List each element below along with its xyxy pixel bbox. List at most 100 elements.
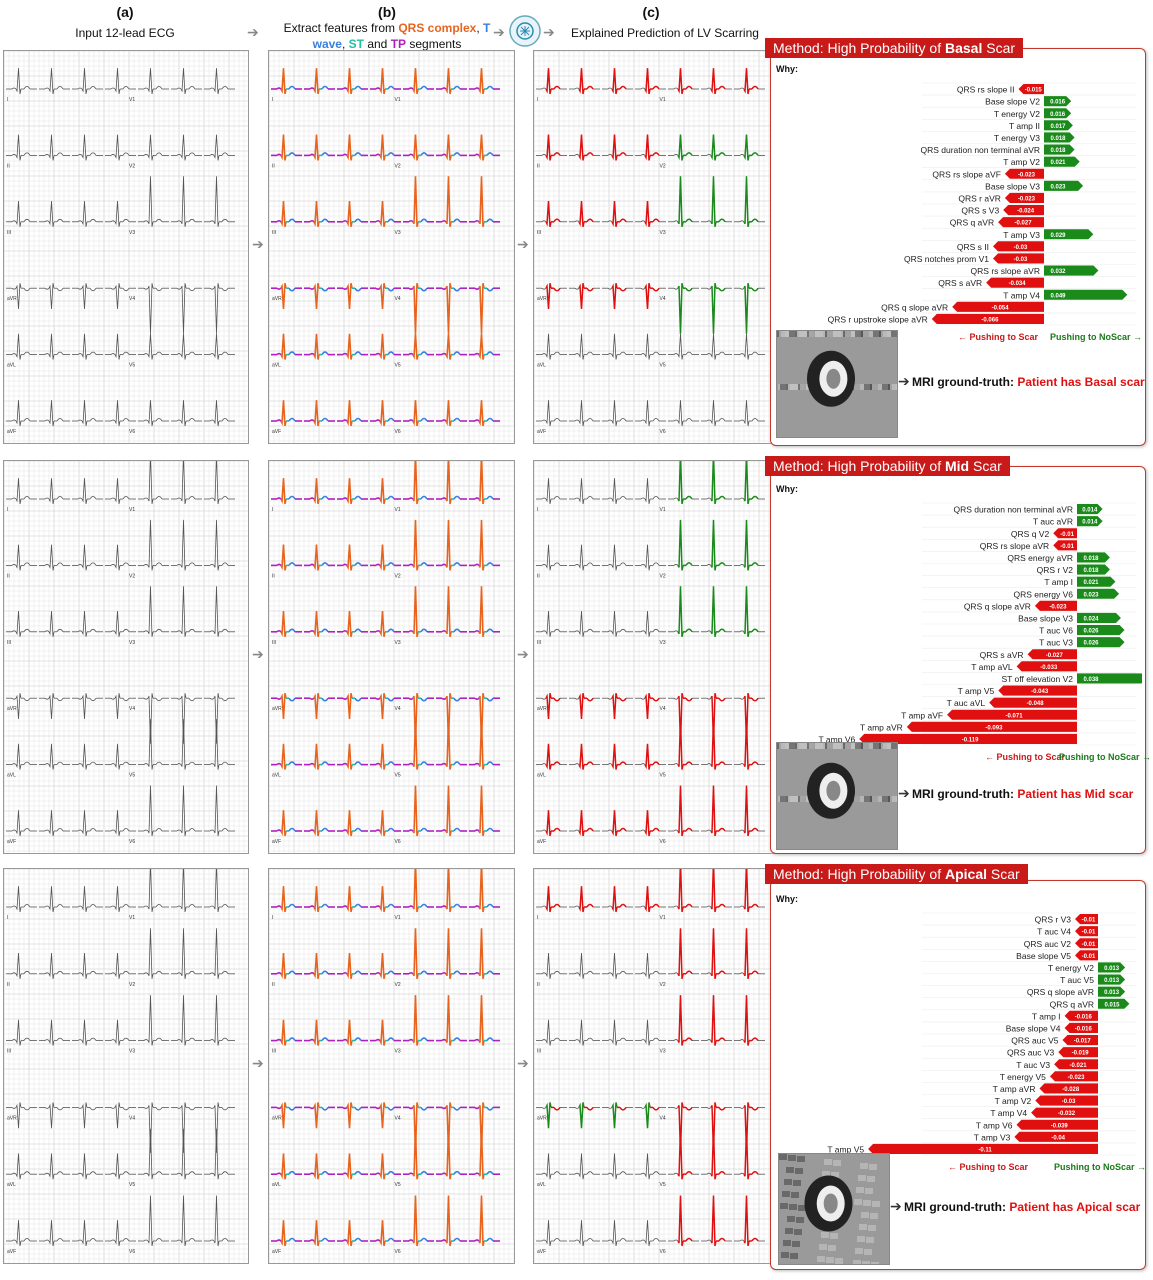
ecg-trace: [379, 693, 386, 720]
bar-value-label: 0.018: [1083, 556, 1099, 562]
ecg-trace: [48, 134, 55, 161]
ecg-trace: [541, 972, 547, 975]
ecg-trace: [586, 418, 594, 422]
ecg-trace: [48, 1102, 55, 1129]
explanation-title: Method: High Probability of Mid Scar: [765, 456, 1010, 476]
ecg-trace: [56, 351, 64, 355]
ecg-trace: [11, 497, 17, 500]
ecg-trace: [180, 333, 187, 360]
ecg-trace: [474, 497, 480, 500]
ecg-trace: [553, 903, 561, 908]
ecg-trace: [685, 1037, 693, 1042]
ecg-trace: [155, 1238, 163, 1242]
ecg-trace: [110, 630, 116, 633]
ecg-trace: [718, 418, 726, 422]
header-b-label: (b): [378, 4, 396, 20]
ecg-trace: [321, 903, 329, 908]
ecg-trace: [420, 1037, 428, 1042]
ecg-trace: [209, 419, 215, 422]
feature-label: QRS s V3: [961, 206, 999, 216]
ecg-trace: [209, 154, 215, 156]
ecg-trace: [313, 886, 320, 913]
contribution-bar: [1077, 637, 1125, 648]
feature-label: QRS q slope aVR: [1027, 987, 1094, 997]
bar-value-label: 0.018: [1050, 148, 1066, 154]
ecg-trace: [221, 1037, 229, 1041]
contribution-bar: [1004, 168, 1044, 179]
contribution-bar: [993, 253, 1044, 264]
ecg-trace: [739, 353, 745, 355]
ecg-trace: [276, 972, 282, 975]
ecg-trace: [110, 1039, 116, 1041]
ecg-trace: [44, 1107, 50, 1109]
ecg-trace: [652, 970, 660, 975]
ecg-trace: [180, 519, 187, 571]
ecg-trace: [56, 1238, 64, 1242]
ecg-trace: [751, 628, 759, 633]
ecg-trace: [122, 904, 130, 908]
ecg-trace: [23, 562, 31, 566]
ecg-trace: [276, 87, 282, 90]
ecg-trace: [309, 220, 315, 223]
ecg-trace: [143, 87, 149, 90]
ecg-trace: [89, 86, 97, 90]
feature-label: T amp V6: [976, 1120, 1013, 1130]
lead-label: aVL: [7, 363, 16, 369]
lead-label: V5: [129, 773, 135, 779]
ecg-trace: [77, 763, 83, 765]
ecg-trace: [420, 970, 428, 975]
arrow-icon: ➔: [493, 24, 505, 40]
ecg-trace: [718, 1237, 726, 1242]
ecg-trace: [586, 1106, 594, 1111]
ecg-trace: [114, 68, 121, 95]
lead-label: II: [7, 573, 10, 579]
ecg-trace: [453, 1170, 461, 1175]
lead-label: I: [7, 915, 8, 921]
ecg-features-panel: I V1 II V2 III V3 aVR V4 aVL V5 aVF V6: [268, 868, 515, 1264]
ecg-trace: [486, 152, 494, 156]
lead-label: V2: [660, 982, 666, 988]
lead-label: V4: [395, 1115, 401, 1121]
ecg-trace: [209, 972, 215, 975]
ecg-trace: [677, 1128, 684, 1180]
ecg-trace: [706, 220, 712, 223]
ecg-trace: [114, 952, 121, 979]
contribution-bar: [1077, 673, 1142, 684]
ecg-trace: [673, 1239, 679, 1242]
ecg-trace: [578, 693, 585, 720]
ecg-trace: [607, 154, 613, 156]
ecg-trace: [77, 972, 83, 975]
ecg-trace: [652, 152, 660, 156]
ecg-trace: [739, 564, 745, 566]
ecg-trace: [586, 628, 594, 633]
ecg-trace: [147, 1102, 154, 1153]
ecg-trace: [209, 564, 215, 566]
lead-label: I: [272, 915, 273, 921]
ecg-trace: [611, 544, 618, 571]
ecg-trace: [180, 785, 187, 837]
ecg-trace: [441, 352, 447, 356]
ecg-trace: [553, 152, 561, 156]
ecg-trace: [15, 886, 22, 913]
ecg-trace: [586, 351, 594, 355]
ecg-trace: [478, 134, 485, 161]
contribution-bar: [947, 709, 1077, 720]
ecg-trace: [15, 283, 22, 310]
ecg-trace: [486, 628, 494, 633]
ecg-trace: [114, 544, 121, 571]
feature-label: QRS r V2: [1037, 565, 1074, 575]
ecg-trace: [276, 1239, 282, 1242]
ecg-trace: [644, 886, 651, 913]
ecg-trace: [611, 1220, 618, 1247]
ecg-trace: [288, 827, 296, 832]
ecg-trace: [375, 1038, 381, 1042]
ecg-trace: [143, 763, 149, 765]
ecg-trace: [309, 972, 315, 975]
ecg-trace: [706, 697, 712, 700]
lead-label: V6: [660, 429, 666, 435]
ecg-trace: [180, 1195, 187, 1247]
feature-label: QRS rs slope aVF: [932, 169, 1001, 179]
bar-value-label: 0.016: [1050, 100, 1066, 106]
bar-value-label: -0.048: [1027, 701, 1045, 707]
lead-label: V1: [395, 97, 401, 103]
